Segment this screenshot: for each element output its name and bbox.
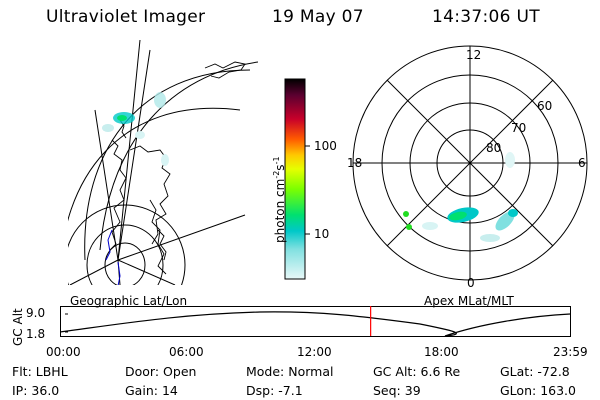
info-ip: IP: 36.0 (12, 383, 59, 398)
info-dsp: Dsp: -7.1 (246, 383, 303, 398)
colorbar-tick-10: 10 (314, 227, 330, 241)
gc-alt-value: 6.6 Re (420, 364, 461, 379)
mode-label: Mode: (246, 364, 285, 379)
flt-label: Flt: (12, 364, 32, 379)
mlt-label-6: 6 (578, 156, 586, 170)
date-label: 19 May 07 (272, 7, 364, 27)
glon-value: 163.0 (540, 383, 576, 398)
time-tick-2359: 23:59 (553, 345, 588, 359)
mlt-label-12: 12 (466, 48, 482, 62)
unit-sup-2: -1 (272, 156, 281, 165)
polar-plot (352, 45, 588, 281)
unit-text-s: s (273, 164, 287, 171)
door-value: Open (163, 364, 197, 379)
time-tick-0000: 00:00 (46, 345, 81, 359)
info-flt: Flt: LBHL (12, 364, 68, 379)
gain-value: 14 (161, 383, 178, 398)
dsp-value: -7.1 (278, 383, 303, 398)
colorbar-tick-100: 100 (314, 139, 337, 153)
glat-label: GLat: (500, 364, 534, 379)
seq-label: Seq: (373, 383, 401, 398)
info-gc-alt: GC Alt: 6.6 Re (373, 364, 460, 379)
apex-caption: Apex MLat/MLT (424, 294, 514, 308)
mlat-label-70: 70 (511, 121, 527, 135)
time-tick-1800: 18:00 (424, 345, 459, 359)
glon-label: GLon: (500, 383, 537, 398)
mlt-label-0: 0 (467, 276, 475, 290)
mode-value: Normal (288, 364, 334, 379)
unit-text: photon cm (273, 178, 287, 243)
gc-alt-label: GC Alt: (373, 364, 417, 379)
info-gain: Gain: 14 (125, 383, 178, 398)
color-scale-bar (284, 78, 310, 280)
info-glon: GLon: 163.0 (500, 383, 576, 398)
time-tick-0600: 06:00 (169, 345, 204, 359)
info-glat: GLat: -72.8 (500, 364, 570, 379)
instrument-title: Ultraviolet Imager (46, 7, 206, 27)
map-caption: Geographic Lat/Lon (70, 294, 188, 308)
seq-value: 39 (404, 383, 421, 398)
info-seq: Seq: 39 (373, 383, 421, 398)
dsp-label: Dsp: (246, 383, 275, 398)
mlat-label-80: 80 (486, 141, 502, 155)
info-door: Door: Open (125, 364, 196, 379)
altitude-track-plot (60, 306, 571, 337)
info-mode: Mode: Normal (246, 364, 334, 379)
flt-value: LBHL (35, 364, 68, 379)
ip-label: IP: (12, 383, 28, 398)
mlat-label-60: 60 (537, 99, 553, 113)
gain-label: Gain: (125, 383, 158, 398)
time-label: 14:37:06 UT (432, 7, 540, 27)
door-label: Door: (125, 364, 160, 379)
time-tick-1200: 12:00 (297, 345, 332, 359)
alt-tick-1-8: 1.8 (26, 327, 46, 341)
glat-value: -72.8 (537, 364, 570, 379)
alt-tick-9: 9.0 (26, 306, 46, 320)
ip-value: 36.0 (31, 383, 60, 398)
mlt-label-18: 18 (347, 156, 363, 170)
unit-sup-1: -2 (272, 170, 281, 179)
colorbar-unit-label: photon cm-2s-1 (272, 156, 287, 243)
gc-alt-axis-label: GC Alt (11, 308, 25, 346)
